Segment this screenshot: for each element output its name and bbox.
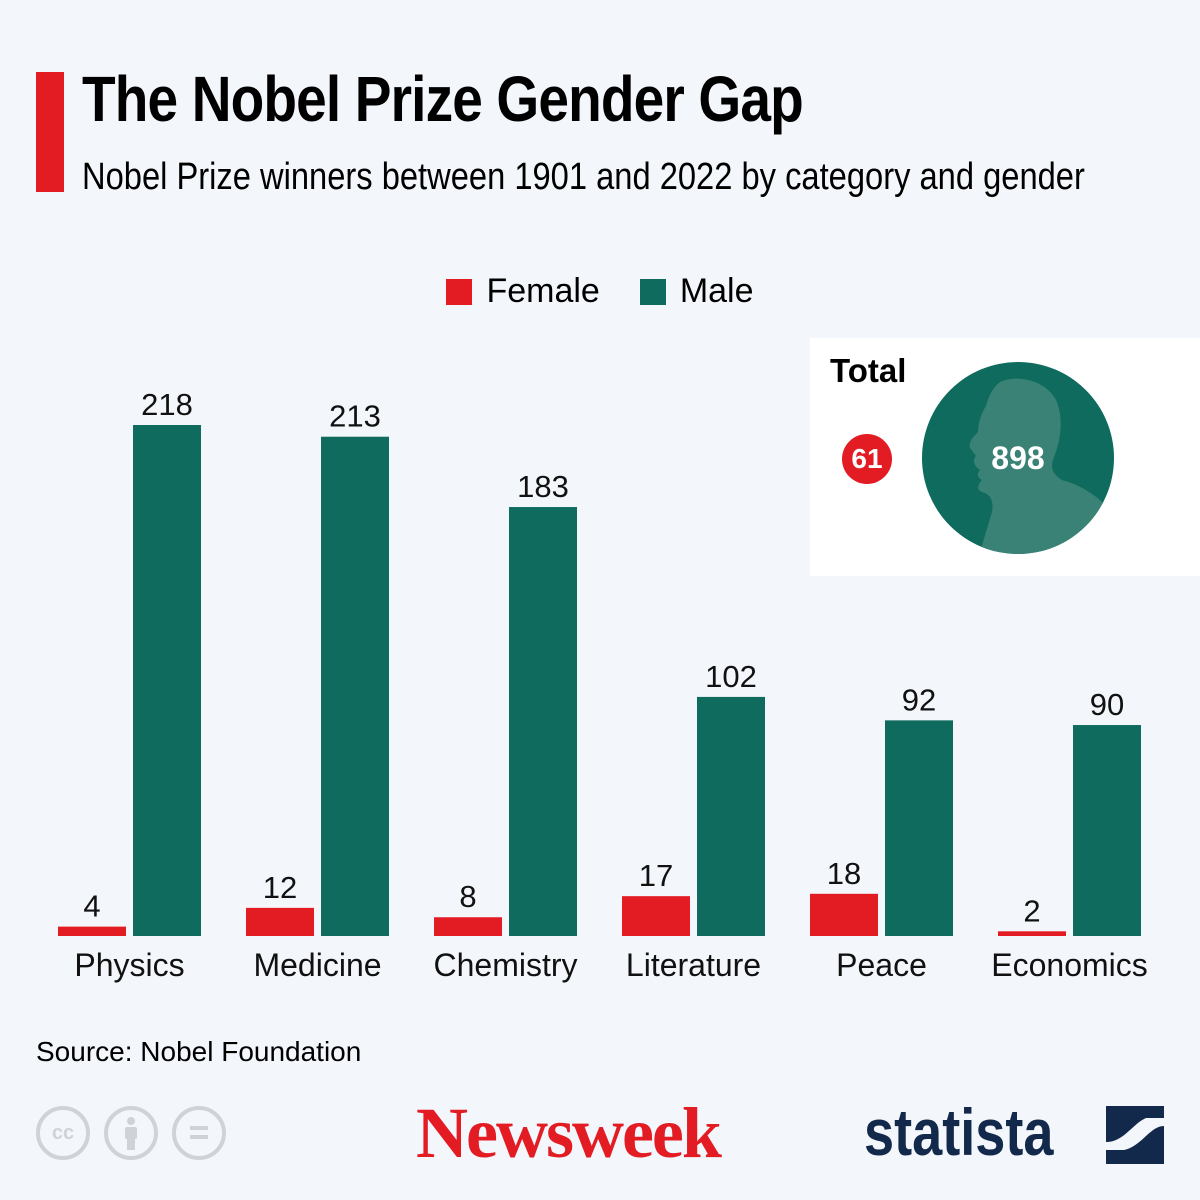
bar-male-physics (133, 425, 201, 936)
bar-male-medicine (321, 436, 389, 936)
license-icons: cc (36, 1106, 226, 1160)
legend-label-male: Male (679, 272, 754, 310)
female-total-badge: 61 (842, 434, 892, 484)
bar-chart: 4218Physics12213Medicine8183Chemistry171… (58, 387, 1148, 983)
category-label-chemistry: Chemistry (433, 947, 577, 983)
chart-subtitle: Nobel Prize winners between 1901 and 202… (82, 156, 1085, 198)
cc-icon[interactable]: cc (36, 1106, 90, 1160)
category-label-economics: Economics (991, 947, 1148, 983)
no-derivatives-icon[interactable] (172, 1106, 226, 1160)
person-glyph (125, 1117, 137, 1150)
bar-male-chemistry (509, 507, 577, 936)
data-label-female-economics: 2 (1023, 893, 1040, 928)
chart-title: The Nobel Prize Gender Gap (82, 63, 804, 135)
equals-glyph (190, 1126, 208, 1139)
data-label-female-literature: 17 (639, 858, 673, 893)
statista-logo[interactable]: statista (864, 1095, 1054, 1169)
legend-item-male: Male (639, 272, 754, 311)
title-accent-bar (36, 72, 64, 192)
source-note: Source: Nobel Foundation (36, 1036, 362, 1067)
newsweek-logo[interactable]: Newsweek (416, 1093, 722, 1173)
bar-male-economics (1073, 725, 1141, 936)
total-card: Total 61 898 (810, 338, 1200, 576)
legend: Female Male (0, 272, 1200, 311)
category-label-literature: Literature (626, 947, 761, 983)
data-label-female-chemistry: 8 (459, 879, 476, 914)
legend-item-female: Female (446, 272, 600, 311)
bar-male-peace (885, 720, 953, 936)
bar-female-physics (58, 926, 126, 936)
nobel-medal-icon (922, 362, 1114, 554)
bar-female-economics (998, 931, 1066, 936)
data-label-male-medicine: 213 (329, 399, 381, 434)
category-label-medicine: Medicine (253, 947, 381, 983)
total-title: Total (830, 352, 907, 389)
data-label-male-chemistry: 183 (517, 469, 569, 504)
bar-female-chemistry (434, 917, 502, 936)
data-label-female-physics: 4 (83, 889, 100, 924)
data-label-male-peace: 92 (902, 682, 936, 717)
category-label-peace: Peace (836, 947, 927, 983)
bar-female-literature (622, 896, 690, 936)
data-label-male-physics: 218 (141, 387, 193, 422)
legend-swatch-female (446, 278, 473, 305)
bar-female-medicine (246, 907, 314, 936)
statista-mark-icon (1106, 1106, 1164, 1164)
male-total-value: 898 (991, 439, 1045, 476)
data-label-male-literature: 102 (705, 659, 757, 694)
data-label-female-peace: 18 (827, 856, 861, 891)
category-label-physics: Physics (74, 947, 184, 983)
data-label-female-medicine: 12 (263, 870, 297, 905)
data-label-male-economics: 90 (1090, 687, 1124, 722)
legend-swatch-male (639, 278, 666, 305)
bar-female-peace (810, 893, 878, 936)
legend-label-female: Female (486, 272, 600, 310)
bar-male-literature (697, 696, 765, 936)
attribution-icon[interactable] (104, 1106, 158, 1160)
